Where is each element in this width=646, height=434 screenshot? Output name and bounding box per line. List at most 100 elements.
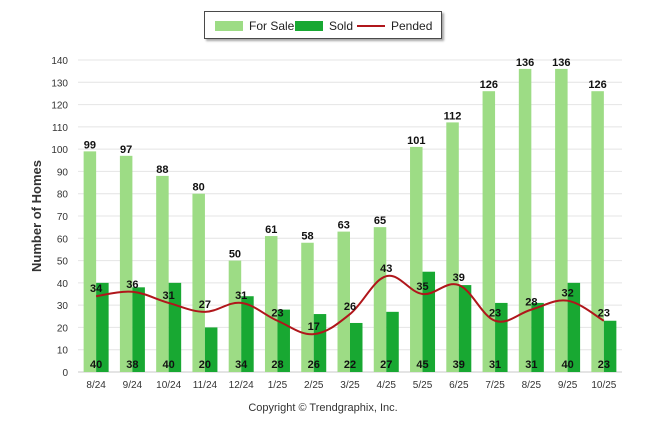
y-tick-label: 20: [57, 323, 69, 334]
sold-value-label: 31: [489, 359, 501, 371]
x-axis-ticks: 8/24 9/24 10/24 11/24 12/24 1/25 2/25 3/25 4/25 5…: [86, 380, 616, 391]
y-tick-label: 80: [57, 190, 69, 201]
y-tick-label: 130: [51, 78, 68, 89]
y-axis-ticks: 0 10 20 30 40 50 60 70 80 90 100 110 120 130 140: [51, 56, 68, 379]
x-tick-label: 12/24: [229, 380, 254, 391]
pended-value-label: 26: [344, 301, 356, 313]
sold-bar: [96, 282, 109, 372]
for-sale-value-label: 88: [156, 164, 168, 176]
pended-value-label: 28: [525, 297, 537, 309]
sold-value-label: 26: [308, 359, 320, 371]
sold-bar: [567, 282, 581, 372]
y-tick-label: 110: [52, 123, 68, 134]
for-sale-bar: [591, 91, 604, 372]
x-tick-label: 11/24: [193, 380, 218, 391]
x-tick-label: 1/25: [268, 380, 288, 391]
for-sale-value-label: 61: [265, 224, 277, 236]
for-sale-value-label: 80: [193, 182, 205, 194]
pended-value-label: 23: [598, 308, 610, 320]
sold-value-label: 38: [126, 359, 138, 371]
x-tick-label: 5/25: [413, 380, 433, 391]
sold-value-label: 40: [90, 359, 102, 371]
legend-label-for-sale: For Sale: [249, 19, 295, 33]
sold-value-label: 28: [271, 359, 283, 371]
y-tick-label: 60: [57, 234, 69, 245]
x-tick-label: 7/25: [485, 380, 505, 391]
sold-bar: [313, 314, 327, 372]
legend: For Sale Sold Pended: [204, 11, 442, 39]
pended-line-group: [95, 274, 605, 336]
pended-value-label: 17: [308, 321, 320, 333]
sold-bar: [204, 327, 218, 372]
for-sale-bar: [410, 146, 423, 372]
for-sale-bar: [555, 68, 568, 373]
sold-bar: [531, 302, 544, 372]
x-tick-label: 9/24: [123, 380, 143, 391]
for-sale-bar: [301, 242, 314, 372]
y-tick-label: 90: [57, 167, 69, 178]
x-tick-label: 3/25: [340, 380, 360, 391]
y-tick-label: 120: [51, 101, 68, 112]
pended-line-icon: [357, 25, 385, 27]
pended-value-label: 43: [380, 263, 392, 275]
x-tick-label: 6/25: [449, 380, 469, 391]
for-sale-value-label: 126: [480, 79, 498, 91]
sold-value-label: 45: [416, 359, 428, 371]
sold-bar: [350, 322, 363, 372]
for-sale-bar: [228, 260, 242, 372]
sold-bar: [386, 311, 399, 372]
y-axis-title: Number of Homes: [29, 160, 44, 272]
for-sale-bar: [192, 193, 205, 372]
legend-label-sold: Sold: [329, 19, 354, 33]
for-sale-bar: [518, 68, 532, 373]
sold-bar: [603, 320, 617, 372]
pended-value-label: 32: [561, 288, 573, 300]
x-tick-label: 8/25: [522, 380, 542, 391]
legend-label-pended: Pended: [391, 19, 433, 33]
for-sale-bar: [482, 91, 496, 372]
for-sale-value-label: 63: [338, 220, 350, 232]
x-tick-label: 9/25: [558, 380, 578, 391]
sold-bar: [458, 285, 472, 372]
pended-value-label: 35: [416, 281, 428, 293]
pended-value-label: 31: [235, 290, 247, 302]
for-sale-value-label: 101: [407, 135, 425, 147]
x-tick-label: 8/24: [86, 380, 106, 391]
sold-value-label: 31: [525, 359, 537, 371]
for-sale-value-label: 99: [84, 139, 96, 151]
for-sale-value-label: 136: [552, 57, 570, 69]
sold-bar: [132, 287, 145, 372]
for-sale-swatch-icon: [215, 21, 243, 31]
for-sale-bar: [119, 155, 133, 372]
for-sale-bar: [83, 151, 97, 372]
pended-value-label: 39: [453, 272, 465, 284]
x-tick-label: 10/24: [156, 380, 181, 391]
for-sale-bar: [156, 175, 169, 372]
pended-value-label: 36: [126, 279, 138, 291]
for-sale-value-label: 112: [444, 110, 462, 122]
for-sale-value-label: 65: [374, 215, 386, 227]
y-tick-label: 140: [51, 56, 68, 67]
for-sale-bar: [373, 227, 387, 372]
pended-value-label: 23: [271, 308, 283, 320]
pended-value-label: 23: [489, 308, 501, 320]
for-sale-value-label: 97: [120, 144, 132, 156]
sold-value-label: 34: [235, 359, 248, 371]
y-tick-label: 40: [57, 279, 69, 290]
for-sale-bar: [264, 236, 278, 372]
x-tick-label: 2/25: [304, 380, 324, 391]
sold-value-label: 22: [344, 359, 356, 371]
y-tick-label: 0: [62, 368, 68, 379]
for-sale-value-label: 50: [229, 249, 241, 261]
bars: [83, 68, 617, 373]
sold-value-label: 27: [380, 359, 392, 371]
pended-value-label: 27: [199, 299, 211, 311]
for-sale-value-label: 126: [588, 79, 606, 91]
y-tick-label: 70: [57, 212, 69, 223]
sold-bar: [422, 271, 436, 372]
sold-value-label: 39: [453, 359, 465, 371]
sold-value-label: 40: [163, 359, 175, 371]
sold-bar: [495, 302, 508, 372]
y-tick-label: 50: [57, 257, 69, 268]
